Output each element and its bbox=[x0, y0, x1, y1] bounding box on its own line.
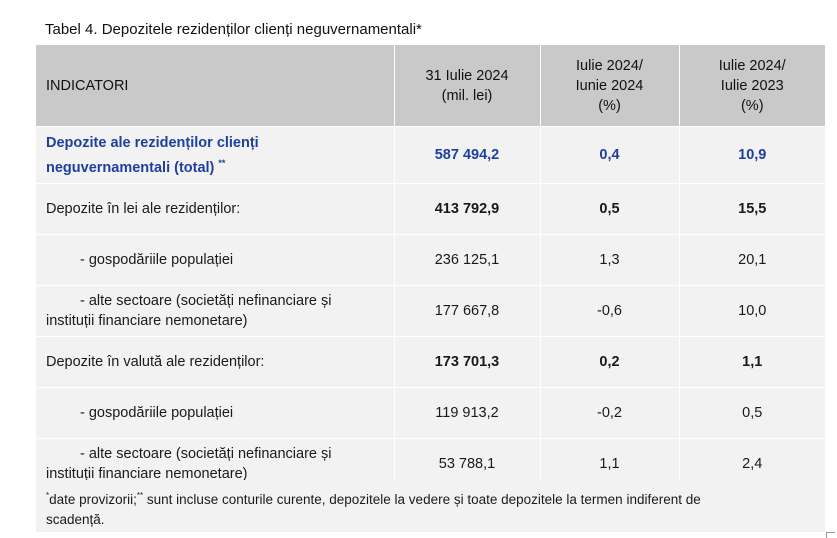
cell-value: 413 792,9 bbox=[393, 183, 540, 235]
header-row: INDICATORI 31 Iulie 2024 (mil. lei) Iulie… bbox=[36, 45, 825, 127]
row-label: Depozite ale rezidenților clienți neguver… bbox=[36, 126, 394, 184]
cell-value: 173 701,3 bbox=[393, 336, 540, 388]
cell-yoy: 20,1 bbox=[678, 234, 825, 286]
deposits-table: INDICATORI 31 Iulie 2024 (mil. lei) Iulie… bbox=[36, 45, 825, 489]
table-title: Tabel 4. Depozitele rezidenților clienți… bbox=[45, 21, 422, 38]
cell-yoy: 10,0 bbox=[678, 285, 825, 337]
header-value: 31 Iulie 2024 (mil. lei) bbox=[393, 45, 540, 127]
cell-yoy: 10,9 bbox=[678, 126, 825, 184]
cell-mom: 0,4 bbox=[539, 126, 679, 184]
table-row: - gospodăriile populației 119 913,2 -0,2… bbox=[36, 387, 825, 439]
table-row: - alte sectoare (societăți nefinanciare … bbox=[36, 285, 825, 337]
cell-mom: 0,2 bbox=[539, 336, 679, 388]
row-label: - gospodăriile populației bbox=[36, 387, 394, 439]
cell-mom: 0,5 bbox=[539, 183, 679, 235]
row-label: Depozite în valută ale rezidenților: bbox=[36, 336, 394, 388]
cell-value: 177 667,8 bbox=[393, 285, 540, 337]
row-label: - alte sectoare (societăți nefinanciare … bbox=[36, 285, 394, 337]
header-mom: Iulie 2024/Iunie 2024 (%) bbox=[539, 45, 679, 127]
cell-value: 119 913,2 bbox=[393, 387, 540, 439]
cell-yoy: 0,5 bbox=[678, 387, 825, 439]
cell-mom: -0,6 bbox=[539, 285, 679, 337]
table-row: Depozite în lei ale rezidenților: 413 79… bbox=[36, 183, 825, 235]
cell-yoy: 1,1 bbox=[678, 336, 825, 388]
header-yoy: Iulie 2024/Iulie 2023 (%) bbox=[678, 45, 825, 127]
row-label: Depozite în lei ale rezidenților: bbox=[36, 183, 394, 235]
table-row-total: Depozite ale rezidenților clienți neguver… bbox=[36, 126, 825, 184]
table-row: - gospodăriile populației 236 125,1 1,3 … bbox=[36, 234, 825, 286]
cell-mom: 1,3 bbox=[539, 234, 679, 286]
header-indicators: INDICATORI bbox=[36, 45, 394, 127]
crop-mark bbox=[826, 532, 835, 538]
row-label: - gospodăriile populației bbox=[36, 234, 394, 286]
cell-value: 236 125,1 bbox=[393, 234, 540, 286]
footnote: *date provizorii;** sunt incluse conturi… bbox=[36, 480, 825, 532]
cell-yoy: 15,5 bbox=[678, 183, 825, 235]
cell-mom: -0,2 bbox=[539, 387, 679, 439]
cell-value: 587 494,2 bbox=[393, 126, 540, 184]
table-row: Depozite în valută ale rezidenților: 173… bbox=[36, 336, 825, 388]
